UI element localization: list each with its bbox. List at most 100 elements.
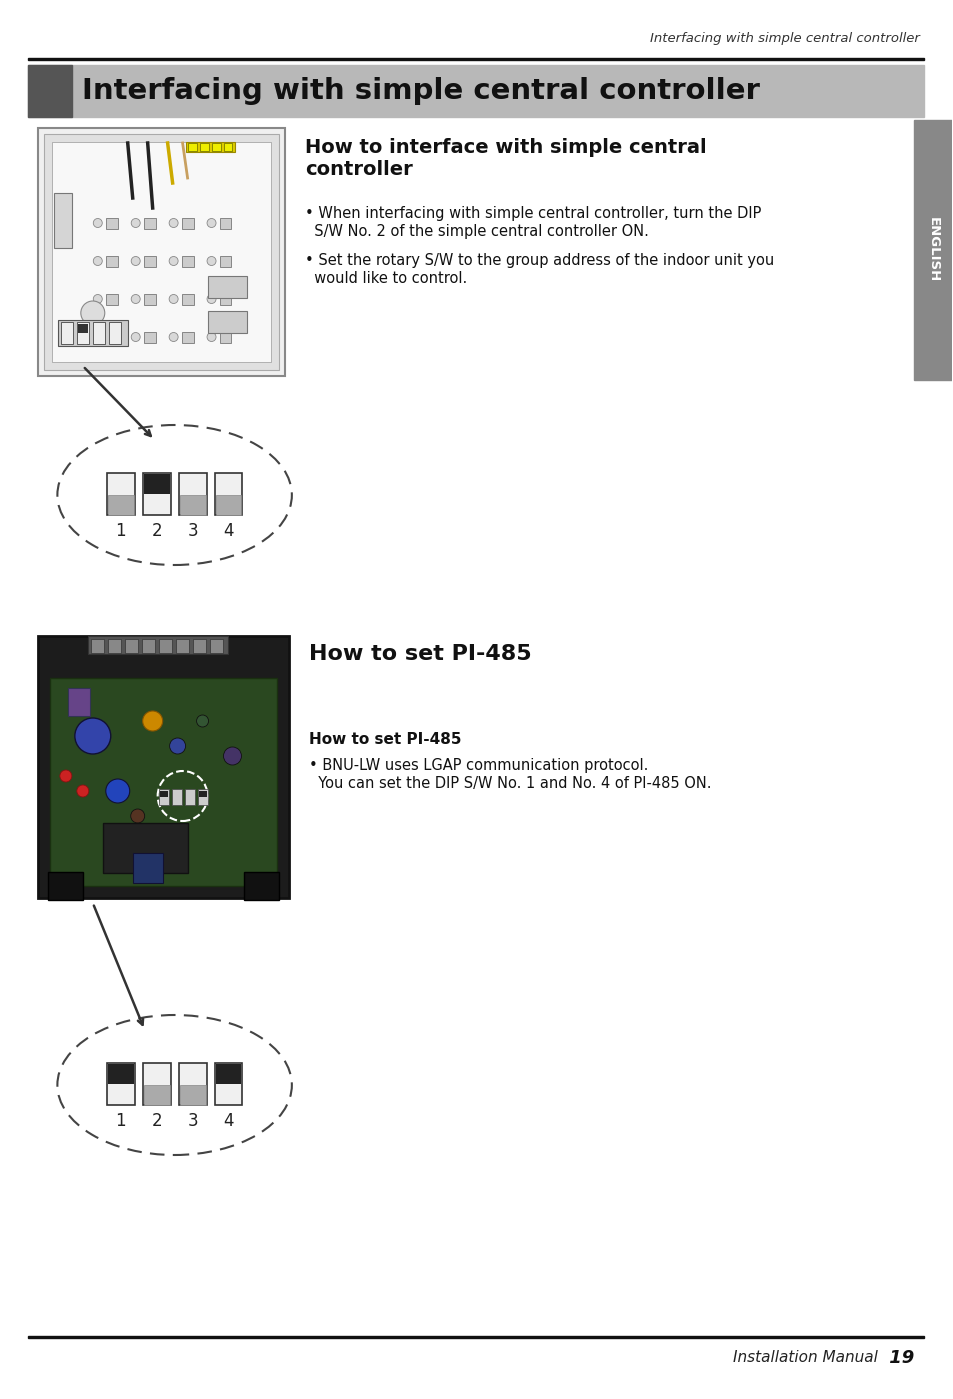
Bar: [181, 294, 193, 305]
Circle shape: [132, 333, 140, 341]
Bar: [48, 872, 83, 900]
Circle shape: [106, 779, 130, 803]
Text: How to set PI-485: How to set PI-485: [309, 732, 461, 747]
Bar: [144, 256, 155, 267]
Bar: [158, 789, 169, 804]
Text: 19: 19: [882, 1349, 913, 1367]
Circle shape: [132, 295, 140, 304]
Bar: [215, 1065, 241, 1084]
Bar: [197, 789, 208, 804]
Circle shape: [169, 333, 178, 341]
Bar: [108, 639, 121, 653]
Circle shape: [93, 256, 102, 266]
Bar: [188, 143, 196, 151]
Bar: [61, 322, 72, 344]
Bar: [38, 637, 289, 898]
Circle shape: [93, 333, 102, 341]
Bar: [215, 495, 241, 515]
Circle shape: [132, 256, 140, 266]
Bar: [50, 679, 277, 886]
Text: 4: 4: [223, 1112, 233, 1130]
Bar: [38, 127, 285, 376]
Bar: [78, 325, 88, 333]
Bar: [107, 473, 134, 515]
Bar: [58, 320, 128, 346]
Text: 3: 3: [187, 1112, 197, 1130]
Bar: [175, 639, 189, 653]
Bar: [219, 256, 232, 267]
Bar: [28, 1336, 923, 1337]
Circle shape: [169, 256, 178, 266]
Bar: [178, 1063, 207, 1105]
Circle shape: [81, 301, 105, 325]
Bar: [143, 473, 171, 515]
Circle shape: [93, 218, 102, 228]
Bar: [68, 688, 90, 716]
Bar: [51, 143, 271, 362]
Text: controller: controller: [305, 159, 413, 179]
Bar: [88, 637, 227, 653]
Text: 1: 1: [115, 522, 126, 540]
Bar: [144, 1086, 170, 1105]
Bar: [181, 332, 193, 343]
Bar: [144, 218, 155, 229]
Text: Interfacing with simple central controller: Interfacing with simple central controll…: [82, 77, 759, 105]
Bar: [28, 64, 923, 118]
Circle shape: [93, 295, 102, 304]
Bar: [214, 1063, 242, 1105]
Bar: [28, 64, 71, 118]
Text: 2: 2: [152, 1112, 162, 1130]
Text: 3: 3: [187, 522, 197, 540]
Text: • BNU-LW uses LGAP communication protocol.: • BNU-LW uses LGAP communication protoco…: [309, 758, 648, 774]
Bar: [125, 639, 137, 653]
Circle shape: [143, 711, 162, 732]
Bar: [179, 495, 205, 515]
Bar: [144, 294, 155, 305]
Circle shape: [132, 218, 140, 228]
Bar: [144, 474, 170, 494]
Text: How to set PI-485: How to set PI-485: [309, 644, 532, 665]
Bar: [103, 823, 188, 873]
Text: 4: 4: [223, 522, 233, 540]
Text: Interfacing with simple central controller: Interfacing with simple central controll…: [649, 32, 919, 45]
Bar: [181, 256, 193, 267]
Text: 1: 1: [115, 1112, 126, 1130]
Circle shape: [207, 333, 215, 341]
Ellipse shape: [57, 425, 292, 565]
Bar: [172, 789, 181, 804]
Bar: [193, 639, 205, 653]
Circle shape: [131, 809, 145, 823]
Bar: [158, 639, 172, 653]
Bar: [208, 276, 247, 298]
Circle shape: [170, 739, 186, 754]
Bar: [106, 294, 117, 305]
Bar: [210, 639, 222, 653]
Text: • When interfacing with simple central controller, turn the DIP: • When interfacing with simple central c…: [305, 206, 760, 221]
Circle shape: [169, 218, 178, 228]
Bar: [184, 789, 194, 804]
Text: would like to control.: would like to control.: [305, 271, 467, 285]
Bar: [144, 332, 155, 343]
Bar: [212, 143, 220, 151]
Bar: [199, 143, 209, 151]
Bar: [108, 495, 133, 515]
Circle shape: [77, 785, 89, 797]
Circle shape: [207, 256, 215, 266]
Circle shape: [60, 769, 71, 782]
Bar: [178, 473, 207, 515]
Bar: [181, 218, 193, 229]
Text: • Set the rotary S/W to the group address of the indoor unit you: • Set the rotary S/W to the group addres…: [305, 253, 774, 269]
Bar: [106, 332, 117, 343]
Bar: [106, 218, 117, 229]
Bar: [913, 120, 951, 381]
Bar: [198, 790, 207, 797]
Bar: [223, 143, 233, 151]
Bar: [109, 322, 121, 344]
Bar: [219, 294, 232, 305]
Bar: [92, 322, 105, 344]
Text: How to interface with simple central: How to interface with simple central: [305, 139, 706, 157]
Circle shape: [196, 715, 209, 727]
Bar: [214, 473, 242, 515]
Circle shape: [223, 747, 241, 765]
Bar: [91, 639, 104, 653]
